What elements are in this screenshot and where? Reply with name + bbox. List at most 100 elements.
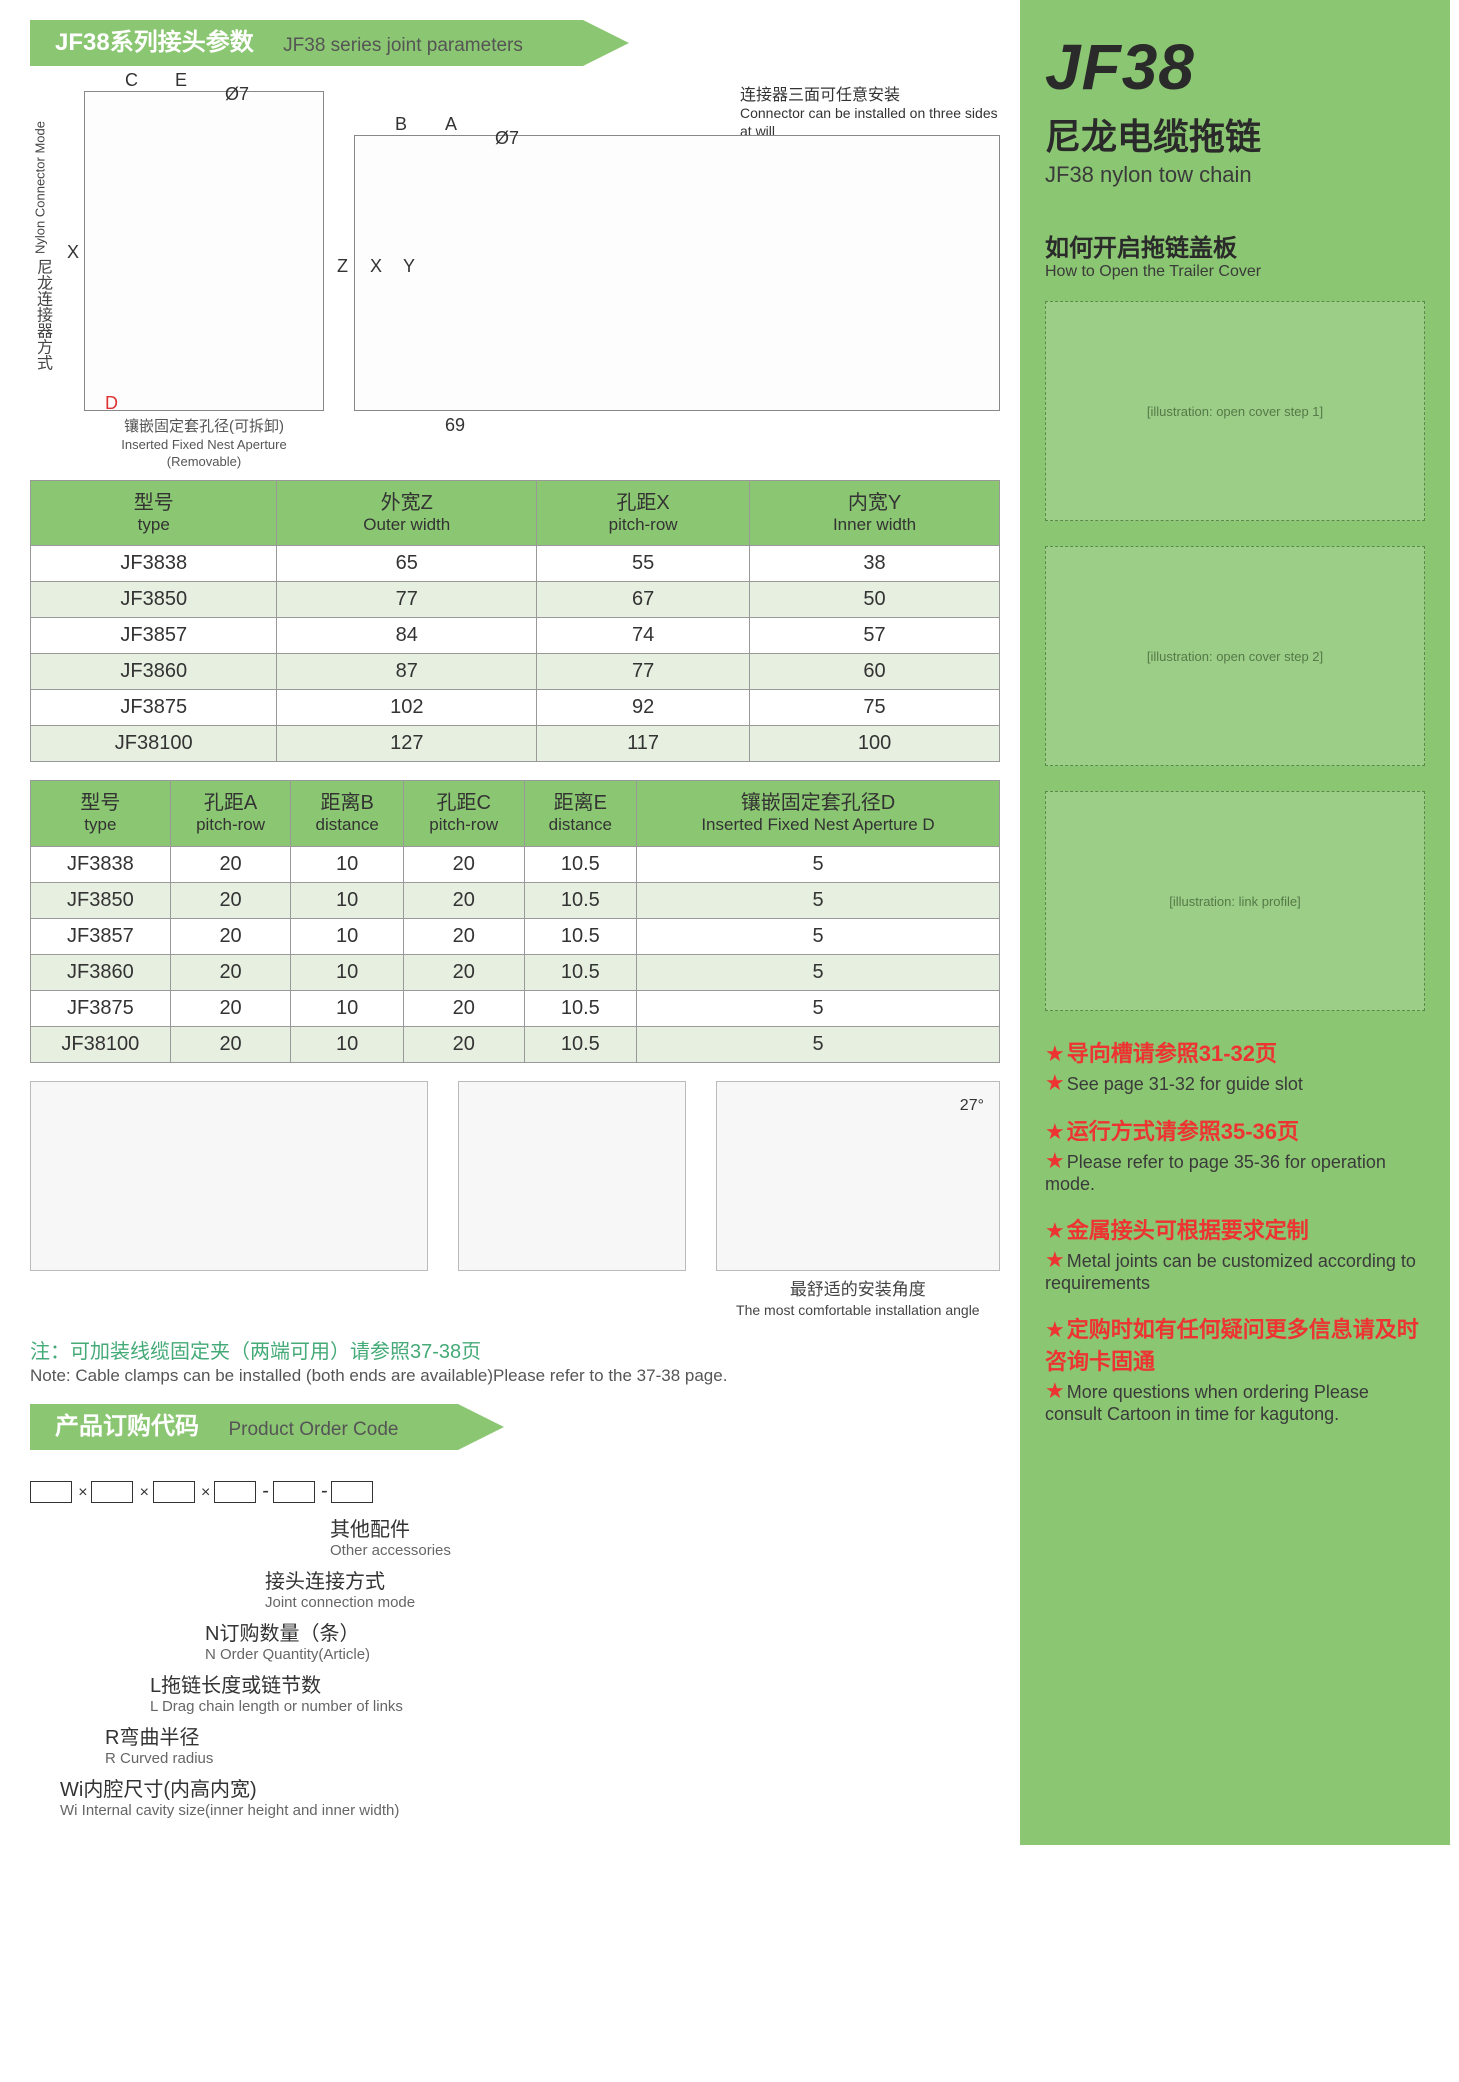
sidebar-illustration-2: [illustration: open cover step 2]	[1045, 546, 1425, 766]
table-cell: 117	[537, 726, 750, 762]
sidebar-note: ★运行方式请参照35-36页★Please refer to page 35-3…	[1045, 1114, 1425, 1195]
table-cell: JF3875	[31, 990, 171, 1026]
table-outer-dims: 型号type外宽ZOuter width孔距Xpitch-row内宽YInner…	[30, 480, 1000, 762]
dim-C: C	[125, 70, 138, 91]
table-cell: JF3857	[31, 618, 277, 654]
table-cell: 10.5	[524, 846, 636, 882]
order-tree-item: L拖链长度或链节数L Drag chain length or number o…	[150, 1669, 1000, 1715]
table-header: 距离Bdistance	[291, 781, 403, 846]
table-cell: 20	[403, 882, 524, 918]
dim-Y: Y	[403, 256, 415, 277]
order-tree-item: 接头连接方式Joint connection mode	[265, 1565, 1000, 1611]
table-cell: 20	[403, 1026, 524, 1062]
order-tree-item: Wi内腔尺寸(内高内宽)Wi Internal cavity size(inne…	[60, 1773, 1000, 1819]
main-column: JF38系列接头参数 JF38 series joint parameters …	[0, 0, 1020, 1845]
table-cell: JF38100	[31, 1026, 171, 1062]
table-header: 孔距Apitch-row	[170, 781, 291, 846]
table-cell: 60	[750, 654, 1000, 690]
dim-69: 69	[445, 415, 465, 436]
table-row: JF3850776750	[31, 582, 1000, 618]
banner-joint-params: JF38系列接头参数 JF38 series joint parameters	[30, 20, 1000, 66]
order-tree-item: 其他配件Other accessories	[330, 1513, 1000, 1559]
table-header: 型号type	[31, 481, 277, 546]
dim-phi7b: Ø7	[495, 128, 519, 149]
table-cell: JF3850	[31, 882, 171, 918]
table-cell: 5	[637, 990, 1000, 1026]
angle-caption: 最舒适的安装角度 The most comfortable installati…	[716, 1275, 1000, 1320]
table-row: JF38751029275	[31, 690, 1000, 726]
dim-Z: Z	[337, 256, 348, 277]
table-cell: 20	[170, 846, 291, 882]
diagram-side-label: Nylon Connector Mode 尼龙连接器方式	[30, 91, 54, 370]
diagram-left-caption: 镶嵌固定套孔径(可拆卸) Inserted Fixed Nest Apertur…	[84, 415, 324, 470]
clamp-note-cn: 注：可加装线缆固定夹（两端可用）请参照37-38页	[30, 1335, 1000, 1364]
table-header: 镶嵌固定套孔径DInserted Fixed Nest Aperture D	[637, 781, 1000, 846]
table-cell: 20	[170, 1026, 291, 1062]
order-tree-item: R弯曲半径R Curved radius	[105, 1721, 1000, 1767]
sidebar-sub-cn: 尼龙电缆拖链	[1045, 108, 1425, 160]
table-header: 孔距Xpitch-row	[537, 481, 750, 546]
dim-D: D	[105, 393, 118, 414]
table-cell: 57	[750, 618, 1000, 654]
table-cell: 5	[637, 1026, 1000, 1062]
table-cell: 5	[637, 882, 1000, 918]
banner2-en: Product Order Code	[228, 1419, 398, 1440]
sidebar-note: ★金属接头可根据要求定制★Metal joints can be customi…	[1045, 1213, 1425, 1294]
dim-phi7a: Ø7	[225, 84, 249, 105]
table-hole-dims: 型号type孔距Apitch-row距离Bdistance孔距Cpitch-ro…	[30, 780, 1000, 1062]
table-cell: JF38100	[31, 726, 277, 762]
table-cell: 67	[537, 582, 750, 618]
table-cell: 5	[637, 954, 1000, 990]
order-code-tree: ×××-- 其他配件Other accessories接头连接方式Joint c…	[30, 1480, 1000, 1819]
table-cell: 20	[170, 990, 291, 1026]
table-cell: 77	[537, 654, 750, 690]
table-header: 距离Edistance	[524, 781, 636, 846]
sidebar-section-title: 如何开启拖链盖板	[1045, 228, 1425, 263]
sidebar-note: ★定购时如有任何疑问更多信息请及时咨询卡固通★More questions wh…	[1045, 1312, 1425, 1425]
table-cell: 75	[750, 690, 1000, 726]
table-cell: 5	[637, 918, 1000, 954]
table-cell: 10	[291, 990, 403, 1026]
table-cell: 10	[291, 846, 403, 882]
sidebar-illustration-3: [illustration: link profile]	[1045, 791, 1425, 1011]
clamp-note-en: Note: Cable clamps can be installed (bot…	[30, 1366, 1000, 1386]
table-cell: 10	[291, 918, 403, 954]
table-cell: JF3838	[31, 846, 171, 882]
table-cell: 20	[170, 954, 291, 990]
page-root: JF38系列接头参数 JF38 series joint parameters …	[0, 0, 1459, 1845]
table-cell: 92	[537, 690, 750, 726]
dim-A: A	[445, 114, 457, 135]
banner-order-code: 产品订购代码 Product Order Code	[30, 1404, 1000, 1450]
dim-E: E	[175, 70, 187, 91]
sidebar-illustration-1: [illustration: open cover step 1]	[1045, 301, 1425, 521]
diagram-right: B A Ø7 Z X Y 69	[354, 135, 1000, 411]
table-cell: JF3857	[31, 918, 171, 954]
table-cell: 20	[403, 846, 524, 882]
table-cell: 74	[537, 618, 750, 654]
table-header: 型号type	[31, 781, 171, 846]
table-cell: JF3875	[31, 690, 277, 726]
table-row: JF3810020102010.55	[31, 1026, 1000, 1062]
sidebar: JF38 尼龙电缆拖链 JF38 nylon tow chain 如何开启拖链盖…	[1020, 0, 1450, 1845]
table-cell: 10.5	[524, 918, 636, 954]
table-cell: 20	[170, 918, 291, 954]
diagram-left: C E Ø7 X D	[84, 91, 324, 411]
table-row: JF3860877760	[31, 654, 1000, 690]
table-row: JF385020102010.55	[31, 882, 1000, 918]
sidebar-note: ★导向槽请参照31-32页★See page 31-32 for guide s…	[1045, 1036, 1425, 1096]
banner1-en: JF38 series joint parameters	[283, 35, 523, 56]
table-cell: 87	[277, 654, 537, 690]
dim-B: B	[395, 114, 407, 135]
table-cell: 20	[403, 918, 524, 954]
table-cell: JF3838	[31, 546, 277, 582]
table-cell: 10.5	[524, 954, 636, 990]
table-cell: 38	[750, 546, 1000, 582]
table-cell: 10	[291, 954, 403, 990]
sidebar-title: JF38	[1045, 30, 1425, 104]
product-image-row: 27° 最舒适的安装角度 The most comfortable instal…	[30, 1081, 1000, 1320]
product-angle-image: 27°	[716, 1081, 1000, 1271]
table-cell: JF3850	[31, 582, 277, 618]
diagram-row: Nylon Connector Mode 尼龙连接器方式 C E Ø7 X D …	[30, 91, 1000, 470]
table-row: JF383820102010.55	[31, 846, 1000, 882]
table-cell: 20	[403, 990, 524, 1026]
